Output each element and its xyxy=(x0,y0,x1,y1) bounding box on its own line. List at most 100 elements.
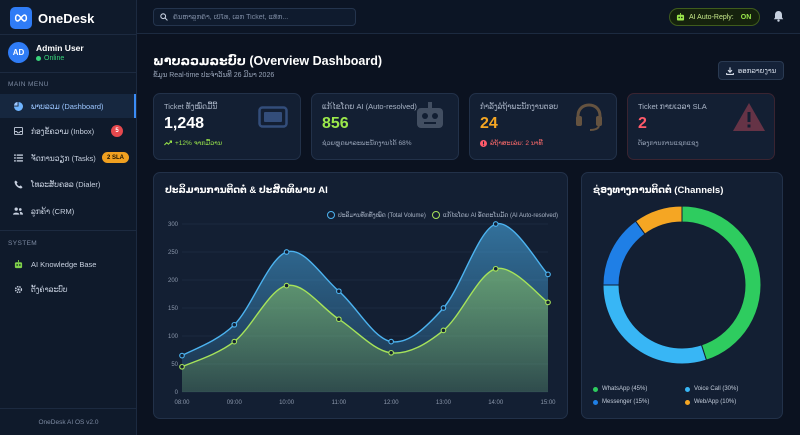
divider xyxy=(0,72,136,73)
bell-icon xyxy=(773,11,784,22)
search-icon xyxy=(160,13,168,21)
app-version: OneDesk AI OS v2.0 xyxy=(38,419,99,426)
app-name: OneDesk xyxy=(38,10,95,26)
ai-autoreply-toggle[interactable]: AI Auto-Reply: ON xyxy=(669,8,760,26)
legend-swatch xyxy=(593,399,598,405)
stat-card-sla-breach[interactable]: Ticket ກາຍເວລາ SLA 2 ຕ້ອງການການແຊກແຊງ xyxy=(627,93,775,160)
stat-card-total-tickets[interactable]: Ticket ທັງໝົດມື້ນີ້ 1,248 +12% ຈາກມື້ວານ xyxy=(153,93,301,160)
alert-icon xyxy=(480,139,487,147)
legend-label: ແກ້ໄຂໂດຍ AI ອັດຕະໂນມັດ (AI Auto-resolved… xyxy=(443,212,559,219)
card-value: 856 xyxy=(322,115,349,132)
sidebar-item-settings[interactable]: ຕັ້ງຄ່າລະບົບ xyxy=(0,277,136,301)
sidebar-item-dialer[interactable]: ໂທລະສັບຄອລ (Dialer) xyxy=(0,172,136,196)
sidebar-item-label: ຕັ້ງຄ່າລະບົບ xyxy=(31,284,68,294)
card-footnote: +12% ຈາກມື້ວານ xyxy=(164,139,290,147)
legend-label: Voice Call (30%) xyxy=(694,386,739,392)
card-footnote: ຊ່ວຍຫຼຸດພາລະພະນັກງານໄດ້ 68% xyxy=(322,139,448,147)
users-icon xyxy=(13,206,23,216)
card-value: 2 xyxy=(638,115,647,132)
app-logo[interactable]: OneDesk xyxy=(10,6,94,30)
card-value: 1,248 xyxy=(164,115,205,132)
card-footnote-text: ລໍຖ້າສະເລ່ຍ: 2 ນາທີ xyxy=(490,140,543,147)
legend-label: ປະລິມານທັກທັງໝົດ (Total Volume) xyxy=(338,212,426,219)
headset-icon xyxy=(574,102,604,135)
legend-swatch xyxy=(593,386,598,392)
user-name: Admin User xyxy=(36,43,84,53)
sidebar: OneDesk AD Admin User Online MAIN MENU ພ… xyxy=(0,0,137,435)
page-title: ພາບລວມລະບົບ (Overview Dashboard) xyxy=(153,54,383,68)
sidebar-item-label: AI Knowledge Base xyxy=(31,259,97,269)
chart-title: ຊ່ອງທາງການຕິດຕໍ່ (Channels) xyxy=(593,185,724,196)
card-footnote: ລໍຖ້າສະເລ່ຍ: 2 ນາທີ xyxy=(480,139,606,147)
legend-swatch xyxy=(432,211,440,219)
sidebar-item-dashboard[interactable]: ພາບລວມ (Dashboard) xyxy=(0,94,136,118)
legend-label: Web/App (10%) xyxy=(694,399,737,405)
online-dot-icon xyxy=(36,56,41,61)
inbox-icon xyxy=(258,106,288,131)
divider xyxy=(0,230,136,231)
robot-icon xyxy=(414,102,446,133)
legend-swatch xyxy=(685,386,690,392)
robot-icon xyxy=(676,13,685,21)
inbox-icon xyxy=(13,126,23,136)
sidebar-item-knowledge-base[interactable]: AI Knowledge Base xyxy=(0,252,136,276)
legend-item-whatsapp[interactable]: WhatsApp (45%) xyxy=(593,386,647,392)
card-label: ແກ້ໄຂໂດຍ AI (Auto-resolved) xyxy=(322,102,417,111)
phone-icon xyxy=(13,179,23,189)
search-box[interactable] xyxy=(153,8,356,26)
legend-label: WhatsApp (45%) xyxy=(602,386,648,392)
export-label: ອອກລາຍງານ xyxy=(737,67,777,75)
top-bar: AI Auto-Reply: ON xyxy=(137,0,800,34)
autoreply-label: AI Auto-Reply: xyxy=(689,13,734,21)
pie-icon xyxy=(13,101,23,111)
card-value: 24 xyxy=(480,115,498,132)
stat-card-waiting-agents[interactable]: ກຳລັງລໍຖ້າພະນັກງານຕອບ 24 ລໍຖ້າສະເລ່ຍ: 2 … xyxy=(469,93,617,160)
gear-icon xyxy=(13,284,23,294)
legend-swatch xyxy=(685,399,690,405)
autoreply-state: ON xyxy=(740,13,752,21)
card-label: Ticket ທັງໝົດມື້ນີ້ xyxy=(164,102,218,111)
legend-label: Messenger (15%) xyxy=(602,399,650,405)
card-label: Ticket ກາຍເວລາ SLA xyxy=(638,102,707,111)
user-status: Online xyxy=(36,55,84,62)
card-footnote: ຕ້ອງການການແຊກແຊງ xyxy=(638,139,764,147)
notifications-button[interactable] xyxy=(773,10,784,25)
sidebar-item-label: ພາບລວມ (Dashboard) xyxy=(31,101,104,111)
sidebar-item-crm[interactable]: ລູກຄ້າ (CRM) xyxy=(0,199,136,223)
card-footnote-text: +12% ຈາກມື້ວານ xyxy=(175,140,223,147)
card-footnote-text: ຕ້ອງການການແຊກແຊງ xyxy=(638,140,699,147)
download-icon xyxy=(725,66,734,75)
avatar: AD xyxy=(8,42,29,63)
sidebar-item-tasks[interactable]: ຈັດການວຽກ (Tasks) xyxy=(0,146,136,170)
trend-up-icon xyxy=(164,140,172,146)
legend-item-ai[interactable]: ແກ້ໄຂໂດຍ AI ອັດຕະໂນມັດ (AI Auto-resolved… xyxy=(432,211,558,219)
card-footnote-text: ຊ່ວຍຫຼຸດພາລະພະນັກງານໄດ້ 68% xyxy=(322,140,412,147)
export-report-button[interactable]: ອອກລາຍງານ xyxy=(718,61,784,80)
user-status-text: Online xyxy=(44,55,65,62)
legend-item-voice-call[interactable]: Voice Call (30%) xyxy=(685,386,738,392)
legend-item-total[interactable]: ປະລິມານທັກທັງໝົດ (Total Volume) xyxy=(327,211,426,219)
card-label: ກຳລັງລໍຖ້າພະນັກງານຕອບ xyxy=(480,102,559,111)
legend-item-messenger[interactable]: Messenger (15%) xyxy=(593,399,649,405)
warning-icon xyxy=(732,102,766,135)
sidebar-item-label: ຈັດການວຽກ (Tasks) xyxy=(31,153,96,163)
stat-card-ai-resolved[interactable]: ແກ້ໄຂໂດຍ AI (Auto-resolved) 856 ຊ່ວຍຫຼຸດ… xyxy=(311,93,459,160)
chart-title: ປະລິມານການຕິດຕໍ່ & ປະສິດທິພາບ AI xyxy=(165,185,328,196)
robot-icon xyxy=(13,259,23,269)
sidebar-item-label: ກ່ອງຂໍ້ຄວາມ (Inbox) xyxy=(31,126,95,136)
page-subtitle: ຂໍ້ມູນ Real-time ປະຈຳວັນທີ 26 ມີນາ 2026 xyxy=(153,72,275,79)
main-menu-label: MAIN MENU xyxy=(8,81,49,88)
sla-badge: 2 SLA xyxy=(102,152,130,163)
infinity-logo-icon xyxy=(10,7,32,29)
legend-swatch xyxy=(327,211,335,219)
sidebar-item-label: ລູກຄ້າ (CRM) xyxy=(31,206,75,216)
channels-chart-panel: ຊ່ອງທາງການຕິດຕໍ່ (Channels) xyxy=(581,172,783,419)
inbox-count-badge: 5 xyxy=(111,125,123,137)
legend-item-web-app[interactable]: Web/App (10%) xyxy=(685,399,736,405)
system-label: SYSTEM xyxy=(8,240,38,247)
search-input[interactable] xyxy=(173,13,343,21)
user-profile[interactable]: AD Admin User Online xyxy=(8,42,84,63)
volume-chart-panel: ປະລິມານການຕິດຕໍ່ & ປະສິດທິພາບ AI xyxy=(153,172,568,419)
sidebar-item-label: ໂທລະສັບຄອລ (Dialer) xyxy=(31,179,101,189)
sidebar-item-inbox[interactable]: ກ່ອງຂໍ້ຄວາມ (Inbox) xyxy=(0,119,136,143)
